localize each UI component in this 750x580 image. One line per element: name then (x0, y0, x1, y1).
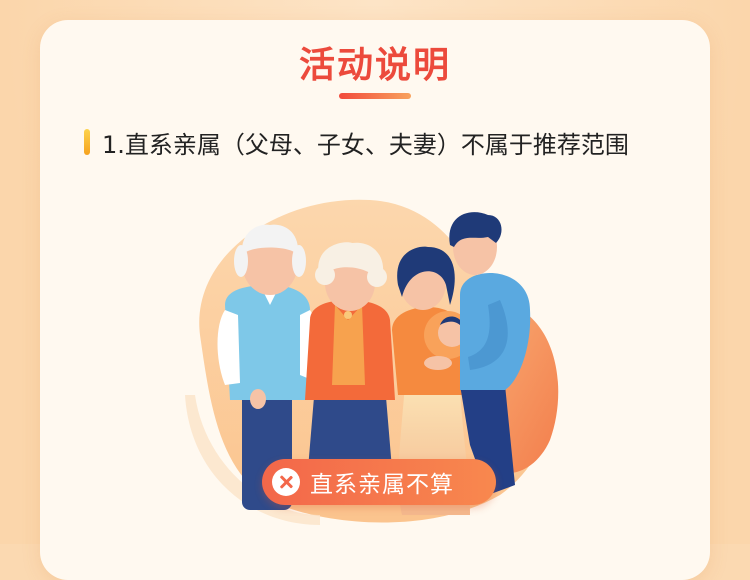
badge-label: 直系亲属不算 (310, 472, 454, 498)
father-figure (449, 212, 531, 495)
rule-bullet-mark (84, 129, 90, 155)
section-title: 活动说明 (298, 45, 451, 86)
family-illustration (185, 199, 559, 525)
not-counted-badge: 直系亲属不算 (262, 459, 496, 505)
close-circle-icon (272, 468, 300, 496)
grandfather-figure (217, 224, 318, 510)
rule-item: 1.直系亲属（父母、子女、夫妻）不属于推荐范围 (84, 126, 629, 159)
rule-text: 1.直系亲属（父母、子女、夫妻）不属于推荐范围 (102, 130, 629, 159)
title-underline (339, 93, 411, 99)
